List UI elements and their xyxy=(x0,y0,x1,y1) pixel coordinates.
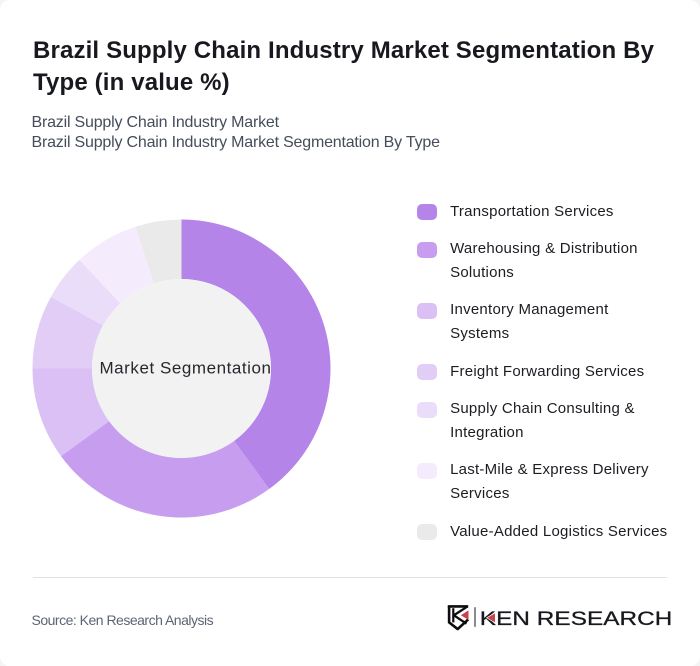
svg-text:KEN RESEARCH: KEN RESEARCH xyxy=(480,607,673,629)
svg-text:Market Segmentation: Market Segmentation xyxy=(99,358,271,377)
